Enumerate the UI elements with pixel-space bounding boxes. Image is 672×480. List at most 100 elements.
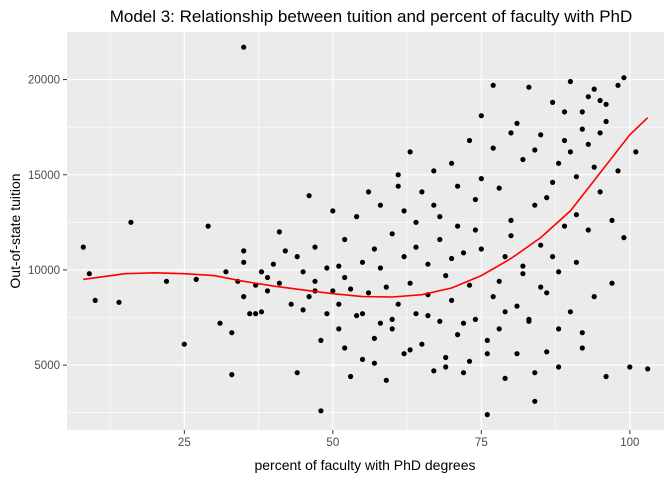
data-point — [181, 341, 187, 347]
data-point — [241, 259, 247, 265]
data-point — [365, 189, 372, 195]
data-point — [466, 358, 473, 364]
x-axis-ticks: 25 50 75 100 — [178, 430, 639, 449]
data-point — [258, 269, 265, 275]
data-point — [460, 320, 467, 326]
data-point — [538, 284, 544, 290]
data-point — [413, 219, 419, 225]
data-point — [223, 269, 229, 275]
data-point — [508, 130, 514, 136]
data-point — [205, 223, 211, 229]
data-point — [609, 217, 615, 223]
data-point — [460, 250, 467, 256]
data-point — [371, 335, 377, 341]
data-point — [484, 412, 490, 418]
data-point — [407, 280, 413, 286]
data-point — [478, 113, 484, 119]
data-point — [532, 147, 538, 153]
data-point — [502, 309, 508, 315]
data-point — [603, 101, 609, 107]
data-point — [431, 202, 437, 208]
data-point — [484, 351, 490, 357]
data-point — [579, 345, 585, 351]
data-point — [490, 294, 496, 300]
data-point — [597, 130, 603, 136]
data-point — [466, 137, 473, 144]
data-point — [556, 364, 562, 370]
data-point — [300, 269, 306, 275]
major-gridlines — [67, 32, 664, 430]
data-point — [377, 320, 383, 326]
data-point — [229, 330, 235, 336]
data-point — [264, 288, 271, 294]
chart-title: Model 3: Relationship between tuition an… — [110, 7, 633, 26]
x-tick-label: 50 — [326, 437, 339, 449]
y-axis-ticks: 5000 10000 15000 20000 — [28, 75, 67, 372]
data-point — [342, 236, 348, 243]
data-point — [526, 84, 532, 90]
data-point — [116, 299, 122, 305]
data-point — [550, 179, 556, 185]
data-point — [306, 294, 312, 300]
data-point — [615, 168, 621, 174]
data-point — [377, 265, 383, 271]
data-point — [163, 278, 170, 284]
data-point — [567, 78, 574, 85]
y-tick-label: 20000 — [28, 75, 60, 87]
data-point — [282, 248, 288, 254]
y-tick-label: 5000 — [34, 360, 60, 372]
data-point — [478, 246, 484, 252]
data-point — [342, 274, 348, 281]
data-point — [276, 229, 282, 235]
data-point — [567, 309, 574, 315]
data-point — [556, 326, 562, 332]
data-point — [538, 132, 544, 138]
data-point — [573, 259, 580, 265]
data-point — [621, 235, 627, 241]
data-point — [449, 255, 455, 262]
data-point — [425, 313, 431, 319]
data-point — [449, 297, 455, 303]
data-point — [538, 242, 544, 248]
data-point — [472, 316, 478, 322]
data-point — [567, 149, 574, 155]
data-point — [348, 373, 354, 380]
data-point — [241, 44, 247, 50]
data-point — [395, 301, 401, 307]
data-point — [579, 330, 585, 336]
data-point — [407, 149, 413, 155]
data-point — [401, 351, 407, 357]
data-point — [490, 82, 496, 88]
data-point — [520, 156, 526, 163]
data-point — [294, 254, 300, 260]
data-point — [532, 370, 538, 376]
data-point — [354, 214, 360, 220]
data-point — [502, 375, 508, 381]
data-point — [561, 223, 568, 229]
data-point — [276, 280, 282, 286]
data-point — [484, 337, 490, 343]
data-point — [247, 311, 253, 317]
data-point — [579, 126, 585, 132]
data-point — [615, 82, 621, 88]
data-point — [371, 246, 377, 252]
data-point — [585, 227, 591, 233]
data-point — [573, 212, 580, 218]
data-point — [401, 254, 407, 260]
data-point — [437, 214, 443, 220]
data-point — [312, 244, 318, 250]
data-point — [383, 284, 389, 290]
data-point — [460, 370, 467, 376]
data-point — [591, 164, 597, 170]
data-point — [544, 195, 550, 201]
data-point — [413, 244, 419, 250]
data-point — [597, 97, 603, 104]
data-point — [395, 172, 401, 178]
data-point — [508, 217, 514, 223]
data-point — [383, 377, 389, 383]
data-point — [294, 370, 300, 376]
data-point — [401, 208, 407, 214]
data-point — [377, 202, 383, 208]
data-point — [359, 311, 366, 317]
data-point — [603, 373, 609, 380]
